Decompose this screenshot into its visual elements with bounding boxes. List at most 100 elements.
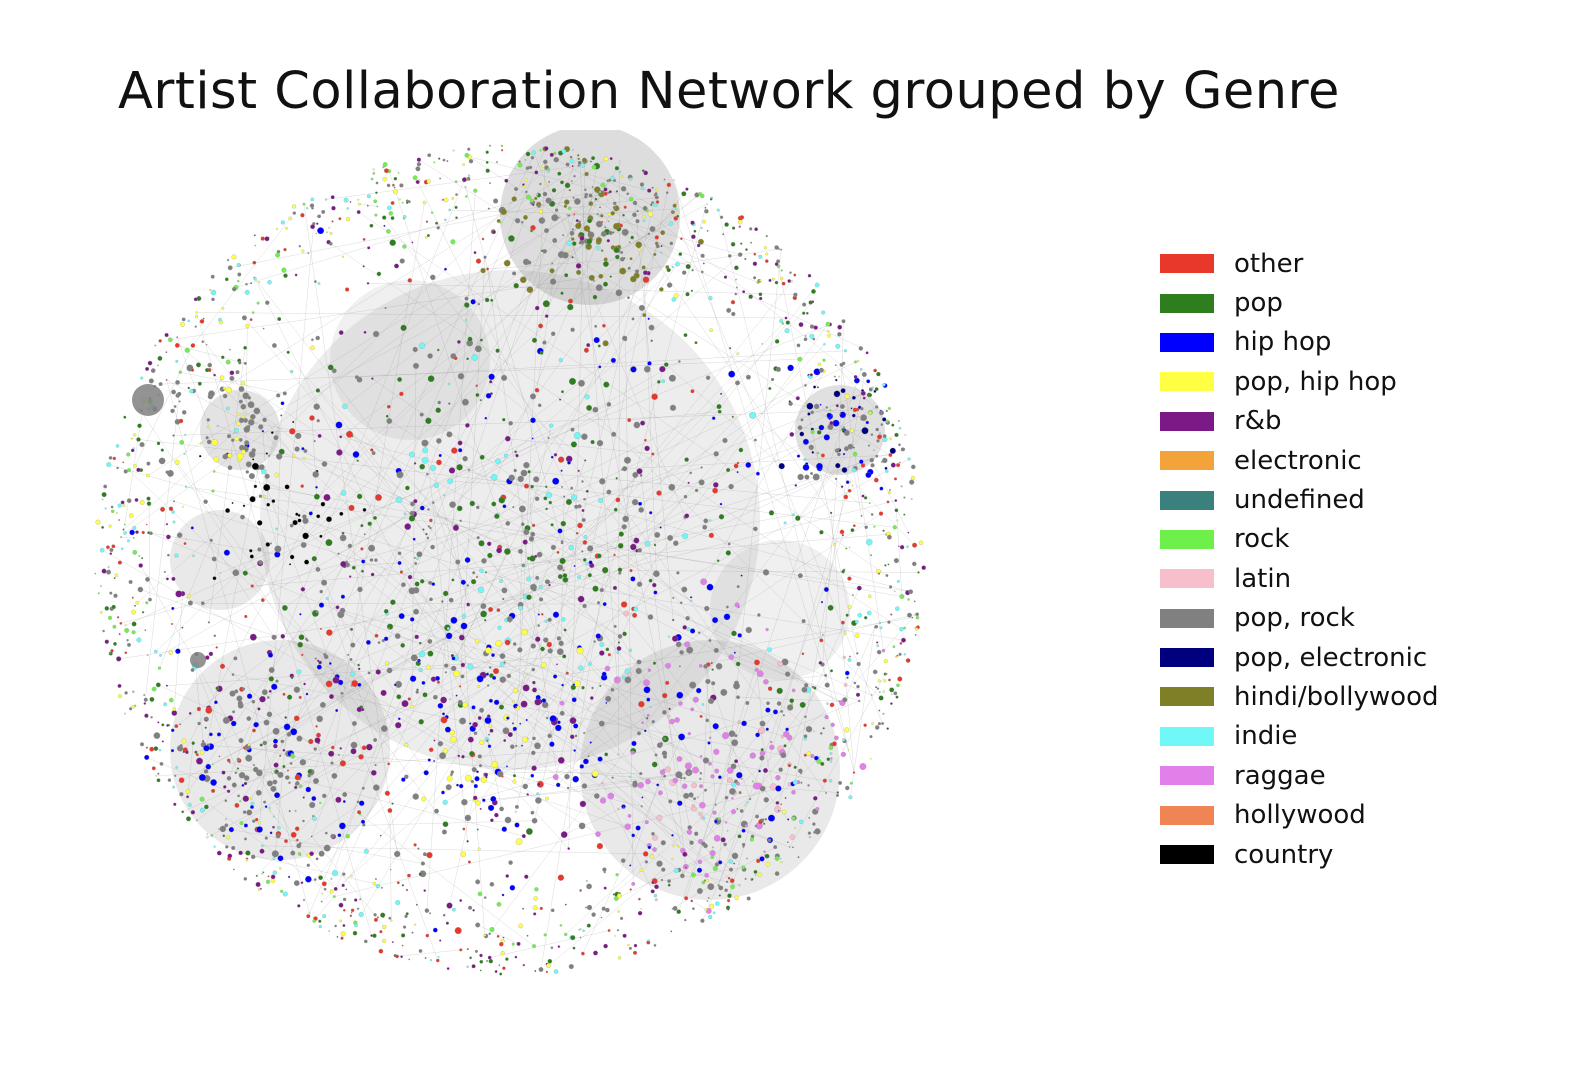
artist-node [141, 611, 145, 614]
legend-label: electronic [1234, 445, 1362, 476]
artist-node [675, 641, 682, 648]
artist-node [669, 404, 677, 411]
collaboration-edge [737, 697, 840, 702]
artist-node [579, 889, 582, 892]
artist-node [199, 319, 205, 324]
artist-node [642, 215, 646, 219]
artist-node [335, 605, 340, 610]
artist-node [763, 679, 769, 685]
artist-node [638, 507, 645, 513]
artist-node [633, 606, 639, 612]
artist-node [621, 675, 626, 680]
collaboration-edge [752, 415, 873, 515]
collaboration-edge [280, 619, 564, 776]
artist-node [384, 790, 390, 796]
artist-node [227, 265, 233, 271]
artist-node [494, 812, 499, 818]
collaboration-edge [624, 454, 891, 469]
artist-node [675, 261, 680, 267]
artist-node [661, 379, 665, 384]
artist-node [590, 440, 595, 445]
artist-node [101, 525, 105, 529]
artist-node [443, 197, 449, 203]
artist-node [487, 207, 490, 210]
artist-node [751, 780, 754, 783]
artist-node [173, 405, 177, 408]
artist-node [238, 438, 243, 442]
artist-node [237, 794, 240, 798]
artist-node [738, 791, 742, 795]
artist-node [675, 202, 678, 205]
artist-node [780, 709, 784, 713]
artist-node [520, 469, 528, 477]
artist-node [872, 669, 878, 675]
artist-node [471, 354, 479, 361]
artist-node [216, 732, 222, 737]
artist-node [888, 678, 891, 682]
artist-node [243, 345, 247, 350]
collaboration-edge [120, 467, 702, 624]
artist-node [725, 880, 729, 884]
artist-node [422, 447, 429, 454]
artist-node [757, 872, 763, 877]
collaboration-edge [275, 371, 825, 742]
artist-node [684, 918, 687, 922]
artist-node [185, 538, 187, 541]
collaboration-edge [185, 486, 911, 592]
artist-node [758, 254, 763, 259]
collaboration-edge [564, 807, 624, 835]
artist-node [550, 908, 555, 913]
artist-node [500, 208, 507, 216]
artist-node [653, 893, 658, 898]
artist-node [867, 594, 872, 599]
artist-node [271, 343, 277, 348]
artist-node [221, 307, 225, 310]
artist-node [461, 798, 468, 806]
artist-node [754, 824, 757, 828]
artist-node [673, 216, 678, 221]
artist-node [315, 567, 321, 572]
artist-node [617, 910, 620, 913]
artist-node [484, 619, 487, 622]
collaboration-edge [371, 548, 719, 886]
artist-node [486, 714, 491, 719]
artist-node [596, 246, 601, 251]
collaboration-edge [264, 496, 733, 881]
artist-node [319, 534, 323, 538]
artist-node [106, 569, 112, 575]
collaboration-edge [474, 344, 825, 725]
artist-node [260, 236, 265, 241]
artist-node [708, 295, 713, 301]
artist-node [343, 197, 349, 203]
artist-node [738, 225, 741, 228]
artist-node [183, 453, 186, 455]
artist-node [246, 716, 252, 721]
artist-node [633, 537, 640, 544]
artist-node [200, 601, 205, 606]
artist-node [354, 923, 358, 928]
artist-node [653, 252, 657, 257]
artist-node [694, 831, 699, 836]
artist-node [224, 823, 229, 828]
artist-node [571, 697, 577, 703]
artist-node [128, 579, 133, 585]
artist-node [528, 165, 533, 170]
artist-node [296, 669, 302, 675]
artist-node [579, 928, 582, 930]
artist-node [639, 868, 644, 873]
artist-node [678, 701, 683, 706]
artist-node [789, 834, 796, 840]
artist-node [349, 658, 353, 661]
artist-node [397, 172, 400, 174]
artist-node [558, 357, 563, 363]
collaboration-edge [498, 771, 641, 774]
artist-node [676, 844, 680, 848]
artist-node [186, 795, 190, 799]
artist-node [457, 440, 463, 446]
artist-node [261, 430, 265, 433]
artist-node [542, 191, 548, 197]
artist-node [398, 613, 405, 620]
artist-node [188, 712, 192, 715]
artist-node [234, 436, 240, 442]
hub-node [132, 384, 164, 416]
